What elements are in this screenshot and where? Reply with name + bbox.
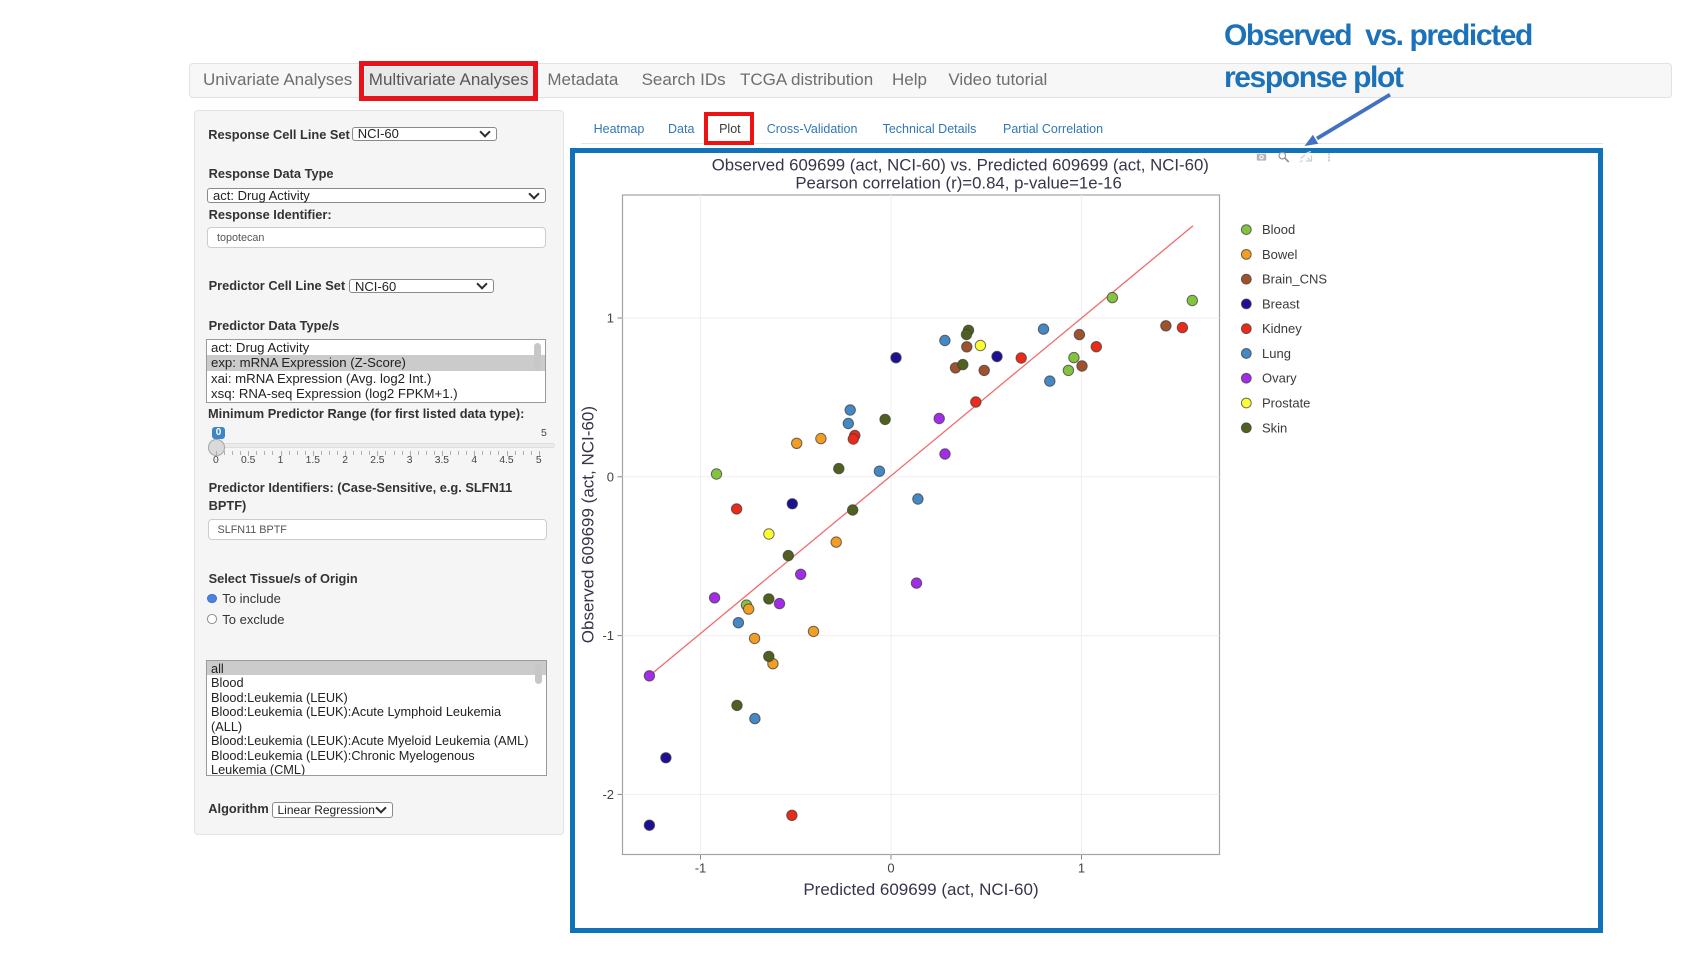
svg-text:-1: -1 [695, 861, 707, 876]
svg-text:0: 0 [607, 469, 614, 484]
svg-text:Observed 609699 (act, NCI-60): Observed 609699 (act, NCI-60) [579, 406, 598, 643]
svg-text:Predicted 609699 (act, NCI-60): Predicted 609699 (act, NCI-60) [803, 880, 1038, 899]
svg-text:Ovary: Ovary [1262, 371, 1297, 386]
svg-text:Prostate: Prostate [1262, 395, 1310, 410]
svg-text:Observed 609699 (act, NCI-60): Observed 609699 (act, NCI-60) vs. Predic… [712, 156, 1209, 175]
svg-text:1: 1 [607, 311, 614, 326]
svg-text:Bowel: Bowel [1262, 247, 1298, 262]
svg-text:Lung: Lung [1262, 346, 1291, 361]
svg-text:0: 0 [887, 861, 894, 876]
svg-text:Pearson correlation (r)=0.84,: Pearson correlation (r)=0.84, p-value=1e… [795, 173, 1122, 192]
svg-text:Skin: Skin [1262, 420, 1287, 435]
svg-text:Kidney: Kidney [1262, 321, 1302, 336]
svg-text:Brain_CNS: Brain_CNS [1262, 272, 1327, 287]
svg-text:1: 1 [1078, 861, 1085, 876]
svg-text:-1: -1 [602, 628, 614, 643]
svg-text:-2: -2 [602, 787, 614, 802]
svg-text:Breast: Breast [1262, 296, 1300, 311]
svg-text:Blood: Blood [1262, 222, 1295, 237]
